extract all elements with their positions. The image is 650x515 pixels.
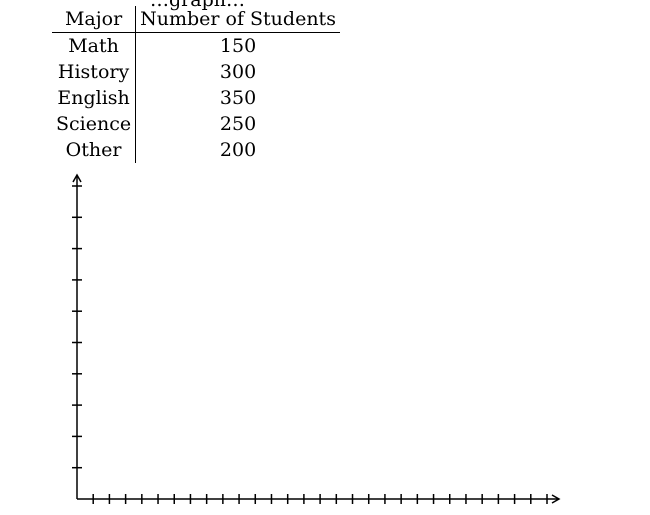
cell-major: Math [52, 32, 137, 59]
cell-major: Other [52, 137, 137, 163]
cell-students: 200 [219, 139, 257, 161]
x-axis-arrow-icon [551, 494, 561, 504]
cell-students: 300 [219, 61, 257, 83]
table-row: Other 200 [52, 137, 340, 163]
table-row: English 350 [52, 85, 340, 111]
cell-major: English [52, 85, 137, 111]
cell-students: 150 [219, 35, 257, 57]
table-header-row: Major Number of Students [52, 6, 340, 33]
table-row: Science 250 [52, 111, 340, 137]
column-header-number-of-students: Number of Students [135, 6, 340, 33]
cell-students: 350 [219, 87, 257, 109]
y-axis-arrow-icon [72, 173, 82, 183]
cell-major: Science [52, 111, 137, 137]
y-axis-ticks [72, 185, 82, 469]
y-axis [72, 173, 82, 499]
table-row: Math 150 [52, 32, 340, 59]
question-text-fragment: …graph… [150, 0, 245, 11]
table-row: History 300 [52, 59, 340, 85]
x-axis [77, 494, 561, 504]
x-axis-ticks [92, 494, 548, 504]
data-table: Major Number of Students Math 150 Histor… [52, 6, 340, 163]
column-header-major: Major [52, 6, 137, 33]
cell-students: 250 [219, 113, 257, 135]
cell-major: History [52, 59, 137, 85]
